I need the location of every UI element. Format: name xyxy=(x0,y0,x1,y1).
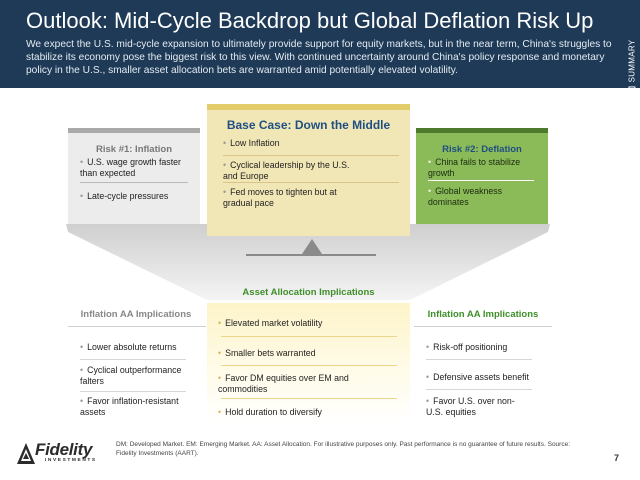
header-banner: Outlook: Mid-Cycle Backdrop but Global D… xyxy=(0,0,640,93)
seesaw-beam xyxy=(246,254,376,256)
list-item: • Late-cycle pressures xyxy=(80,191,169,201)
list-item: • Hold duration to diversify xyxy=(218,407,322,417)
page-subtitle: We expect the U.S. mid-cycle expansion t… xyxy=(26,39,612,76)
aa-mid-title: Asset Allocation Implications xyxy=(242,287,375,298)
risk-inflation-title: Risk #1: Inflation xyxy=(95,144,172,155)
list-item: • Cyclical leadership by the U.S. and Eur… xyxy=(223,160,350,181)
aa-right-title: Inflation AA Implications xyxy=(427,309,539,320)
divider xyxy=(80,182,188,183)
aa-left-title: Inflation AA Implications xyxy=(80,309,192,320)
divider xyxy=(221,398,397,399)
divider xyxy=(221,336,397,337)
list-item: • Favor DM equities over EM and commoditi… xyxy=(218,373,349,394)
base-case-topbar xyxy=(207,104,410,110)
divider xyxy=(414,326,552,327)
seesaw-fan-shadow xyxy=(66,224,550,300)
list-item: • Risk-off positioning xyxy=(426,342,508,352)
list-item: • Lower absolute returns xyxy=(80,342,177,352)
risk-deflation-title: Risk #2: Deflation xyxy=(442,144,522,155)
list-item: • U.S. wage growth faster than expected xyxy=(80,157,181,178)
list-item: • China fails to stabilize growth xyxy=(428,157,521,178)
list-item: • Global weakness dominates xyxy=(428,186,503,207)
divider xyxy=(80,359,186,360)
list-item: • Elevated market volatility xyxy=(218,318,323,328)
divider xyxy=(223,182,399,183)
logo-wordmark: Fidelity xyxy=(35,440,93,459)
divider xyxy=(426,359,532,360)
base-case-title: Base Case: Down the Middle xyxy=(226,118,391,132)
page-number: 7 xyxy=(614,453,620,463)
divider xyxy=(428,180,534,181)
risk-deflation-box: Risk #2: Deflation • China fails to stabi… xyxy=(416,128,548,224)
page-title: Outlook: Mid-Cycle Backdrop but Global D… xyxy=(26,8,594,33)
divider xyxy=(223,155,399,156)
aa-mid-panel xyxy=(207,303,410,423)
base-case-box: Base Case: Down the Middle • Low Inflatio… xyxy=(207,104,410,236)
risk-inflation-box: Risk #1: Inflation • U.S. wage growth fas… xyxy=(68,128,200,224)
list-item: • Defensive assets benefit xyxy=(426,372,529,382)
divider xyxy=(68,326,206,327)
list-item: • Favor U.S. over non-U.S. equities xyxy=(426,396,515,417)
list-item: • Smaller bets warranted xyxy=(218,348,316,358)
list-item: • Low Inflation xyxy=(223,138,280,148)
fidelity-logo: Fidelity INVESTMENTS xyxy=(16,440,116,470)
fidelity-pyramid-icon xyxy=(17,443,35,464)
divider xyxy=(221,365,397,366)
logo-subtext: INVESTMENTS xyxy=(45,458,97,463)
list-item: • Fed moves to tighten but at gradual pac… xyxy=(223,187,337,208)
risk-deflation-topbar xyxy=(416,128,548,133)
list-item: • Favor inflation-resistant assets xyxy=(80,396,179,417)
risk-inflation-topbar xyxy=(68,128,200,133)
list-item: • Cyclical outperformance falters xyxy=(80,365,182,386)
seesaw-fulcrum xyxy=(302,239,322,254)
footnote: DM: Developed Market. EM: Emerging Marke… xyxy=(116,441,571,457)
divider xyxy=(80,391,186,392)
divider xyxy=(426,389,532,390)
